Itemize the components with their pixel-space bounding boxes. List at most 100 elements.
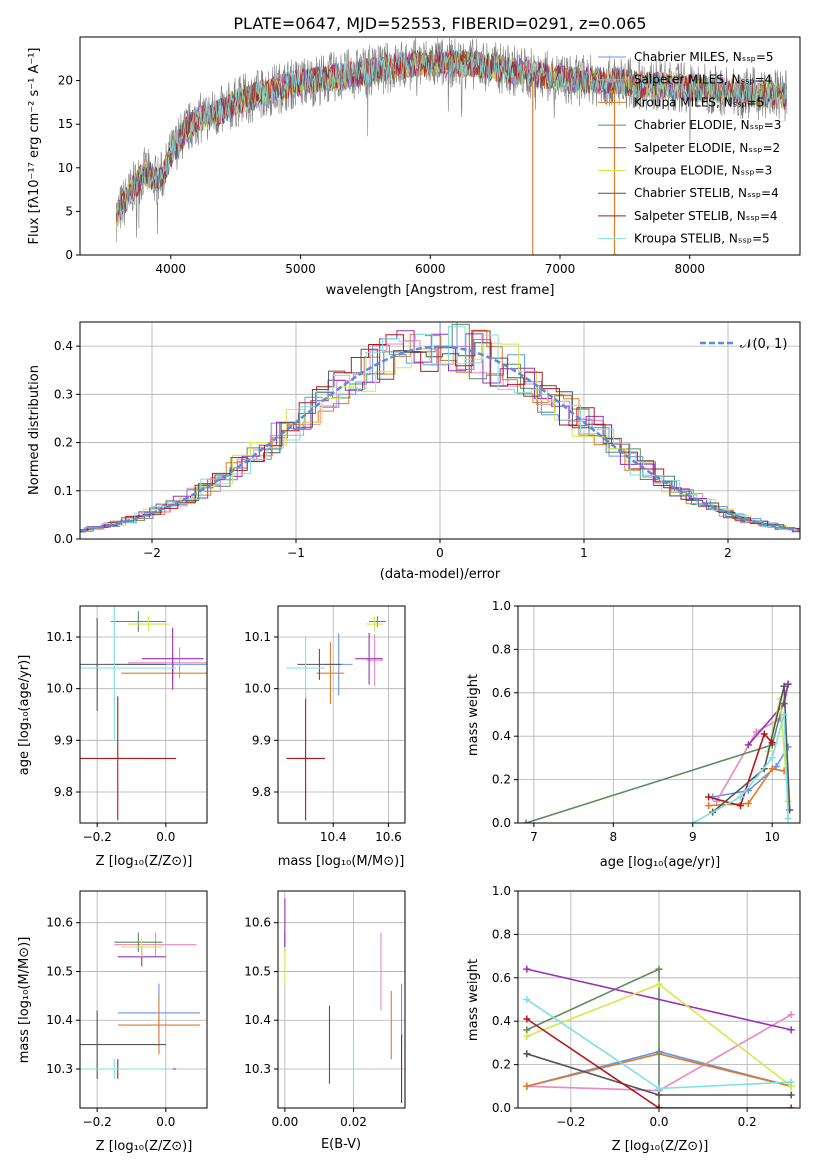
weight-marker-salpeter_stelib [736,802,744,810]
y-tick-label: 9.8 [252,785,271,799]
x-tick-label: 0.2 [738,1115,757,1129]
y-tick-label: 10.3 [244,1062,271,1076]
weight-marker-kroupa_elodie [523,1032,531,1040]
y-tick-label: 0.4 [492,1014,511,1028]
weight-marker-salpeter_miles [787,1011,795,1019]
y-tick-label: 10.6 [46,916,73,930]
y-tick-label: 10.5 [244,964,271,978]
panel-frame [277,890,406,1109]
legend-label-salpeter_elodie: Salpeter ELODIE, Nₛₛₚ=2 [634,141,780,155]
spectrum-xlabel: wavelength [Angstrom, rest frame] [326,283,555,298]
x-tick-label: 6000 [415,262,446,276]
spectrum-ticks: 4000 5000 6000 7000 8000 0 5 10 15 20 [58,74,705,276]
weight-marker-kroupa_stelib [523,996,531,1003]
weight-line-chabrier_miles [712,746,789,798]
y-tick-label: 10.0 [244,682,271,696]
y-tick-label: 15 [58,117,73,131]
x-tick-label: 10.4 [320,830,347,844]
x-tick-label: −0.2 [556,1115,585,1129]
weight-marker-kroupa_stelib [768,754,776,762]
y-tick-label: 10.4 [46,1013,73,1027]
weight-vs-age-xlabel: age [log₁₀(age/yr)] [600,855,721,870]
age-vs-metallicity-xlabel: Z [log₁₀(Z/Z⊙)] [96,854,193,869]
spectrum-ylabel: Flux [fλ10⁻¹⁷ erg cm⁻² s⁻¹ A⁻¹] [27,48,42,245]
y-tick-label: 0.2 [492,773,511,787]
x-tick-label: 4000 [156,262,187,276]
histogram-salpeter_stelib [80,330,800,530]
y-tick-label: 5 [65,204,73,218]
weight-vs-age-ylabel: mass weight [466,674,481,756]
x-tick-label: 0.00 [272,1115,299,1129]
weight-marker-salpeter_stelib [655,1104,663,1108]
panel-marks [523,965,795,1108]
weight-marker-salpeter_elodie [523,965,531,973]
residual-xlabel: (data-model)/error [380,567,501,582]
weight-marker-chabrier_elodie [523,1026,531,1034]
legend-label-salpeter_miles: Salpeter MILES, Nₛₛₚ=4 [634,73,772,87]
legend-label-kroupa_stelib: Kroupa STELIB, Nₛₛₚ=5 [634,232,770,246]
legend-label-salpeter_stelib: Salpeter STELIB, Nₛₛₚ=4 [634,209,778,223]
weight-marker-kroupa_stelib [689,819,697,823]
x-tick-label: 7 [530,830,538,844]
weight-marker-kroupa_elodie [655,980,663,988]
weight-marker-chabrier_stelib [523,1050,531,1058]
legend-label-kroupa_elodie: Kroupa ELODIE, Nₛₛₚ=3 [634,164,772,178]
x-tick-label: −0.2 [83,1115,112,1129]
x-tick-label: 10.6 [375,830,402,844]
x-tick-label: 0.02 [340,1115,367,1129]
weight-line-salpeter_elodie [526,968,792,1031]
x-tick-label: 10 [765,830,780,844]
y-tick-label: 1.0 [492,599,511,613]
weight-marker-salpeter_stelib [787,1104,795,1108]
weight-marker-kroupa_stelib [780,711,788,718]
weight-marker-salpeter_stelib [523,1015,531,1023]
mass-vs-ebv-panel: 0.00 0.02 10.3 10.4 10.5 10.6 [244,890,406,1129]
y-tick-label: 10 [58,161,73,175]
x-tick-label: 5000 [285,262,316,276]
panel-marks [284,898,403,1104]
y-tick-label: 10.3 [46,1062,73,1076]
panel-marks [80,606,207,821]
x-tick-label: 1 [580,546,588,560]
weight-line-salpeter_stelib [708,732,773,807]
y-tick-label: 1.0 [492,884,511,898]
mass-vs-ebv-xlabel: E(B-V) [321,1137,361,1152]
spectrum-frame [79,36,801,256]
y-tick-label: 10.1 [46,630,73,644]
age-vs-mass-xlabel: mass [log₁₀(M/M⊙)] [278,854,405,869]
panel-marks [286,616,386,821]
weight-marker-kroupa_miles [768,765,776,773]
legend-label-chabrier_elodie: Chabrier ELODIE, Nₛₛₚ=3 [634,118,781,132]
weight-marker-kroupa_miles [705,802,713,810]
y-tick-label: 0.4 [492,729,511,743]
weight-marker-kroupa_miles [744,799,752,807]
y-tick-label: 0.3 [54,387,73,401]
x-tick-label: 8000 [674,262,705,276]
weight-line-chabrier_stelib [712,686,791,813]
weight-marker-salpeter_stelib [705,793,713,801]
spectrum-title: PLATE=0647, MJD=52553, FIBERID=0291, z=0… [233,14,646,33]
y-tick-label: 0.1 [54,484,73,498]
y-tick-label: 9.9 [252,733,271,747]
weight-marker-kroupa_stelib [655,1084,663,1092]
normal-curve [80,345,800,532]
y-tick-label: 10.6 [244,916,271,930]
spectrum-plot-area [115,37,788,255]
x-tick-label: −0.2 [83,830,112,844]
mass-vs-metallicity-panel: −0.2 0.0 10.3 10.4 10.5 10.6 [46,890,208,1129]
spectrum-lines [115,37,788,255]
residual-ticks: −2 −1 0 1 2 0.0 0.1 0.2 0.3 0.4 [54,339,732,560]
y-tick-label: 9.9 [54,733,73,747]
age-vs-mass-panel: 10.4 10.6 9.8 9.9 10.0 10.1 [244,605,406,844]
x-tick-label: 0.0 [156,1115,175,1129]
histogram-chabrier_stelib [80,342,800,533]
age-vs-metallicity-panel: −0.2 0.0 9.8 9.9 10.0 10.1 [46,605,208,844]
panel-frame [517,605,801,824]
y-tick-label: 10.5 [46,964,73,978]
panel-frame [79,605,208,824]
weight-marker-salpeter_elodie [787,1026,795,1034]
residual-legend: 𝒩(0, 1) [700,337,787,352]
panel-marks [522,680,794,823]
residual-panel: −2 −1 0 1 2 0.0 0.1 0.2 0.3 0.4 (data-model)/erro… [27,321,801,582]
legend-label-kroupa_miles: Kroupa MILES, Nₛₛₚ=5 [634,95,764,109]
